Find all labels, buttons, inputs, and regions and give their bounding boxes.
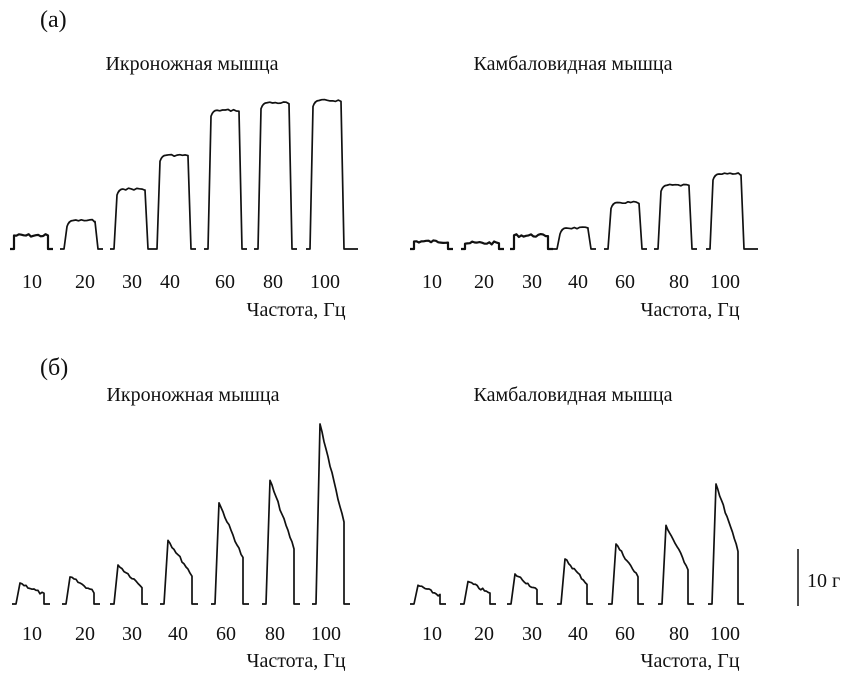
x-axis-label: Частота, Гц [246,650,345,672]
x-tick-label: 60 [215,271,235,293]
panel-title: Камбаловидная мышца [474,53,673,75]
x-tick-label: 20 [75,271,95,293]
panel-title: Камбаловидная мышца [474,384,673,406]
force-trace-20hz [62,576,100,605]
x-tick-label: 80 [669,271,689,293]
x-tick-label: 20 [474,623,494,645]
panels-group: (а) Икроножная мышца Частота, Гц 10 20 30 40 60… [10,7,758,672]
x-tick-label: 10 [422,623,442,645]
x-tick-label: 10 [22,623,42,645]
x-tick-label: 30 [522,623,542,645]
x-tick-label: 100 [310,271,340,293]
panel-title: Икроножная мышца [106,384,279,406]
force-trace-30hz [110,564,148,605]
x-tick-label: 30 [522,271,542,293]
force-trace-100hz [312,423,350,605]
x-tick-label: 60 [615,623,635,645]
force-trace-60hz [204,108,247,250]
chart-panel-3: (б) Икроножная мышца Частота, Гц 10 20 30 40 60… [12,355,350,672]
force-trace-40hz [160,539,198,605]
x-tick-label: 100 [710,623,740,645]
force-trace-80hz [262,479,300,605]
force-trace-100hz [708,483,744,605]
force-trace-60hz [608,543,644,605]
x-tick-label: 100 [710,271,740,293]
x-tick-label: 10 [22,271,42,293]
force-trace-10hz [12,582,50,605]
x-tick-label: 10 [422,271,442,293]
chart-panel-2: Камбаловидная мышца Частота, Гц 10 20 30 40 60… [410,53,758,321]
chart-panel-1: (а) Икроножная мышца Частота, Гц 10 20 30 40 60… [10,7,358,321]
force-trace-80hz [254,101,297,250]
force-trace-10hz [410,584,446,605]
scale-bar-label: 10 г [807,570,840,592]
chart-panel-4: Камбаловидная мышца Частота, Гц 10 20 30 40 60… [410,384,744,672]
x-tick-label: 60 [216,623,236,645]
x-axis-label: Частота, Гц [640,650,739,672]
force-trace-60hz [604,200,647,250]
force-trace-30hz [110,187,153,250]
panel-title: Икроножная мышца [105,53,278,75]
force-trace-20hz [461,240,504,251]
force-trace-20hz [60,218,103,250]
x-tick-label: 60 [615,271,635,293]
force-trace-30hz [510,233,553,251]
x-tick-label: 80 [265,623,285,645]
x-tick-label: 20 [75,623,95,645]
x-tick-label: 100 [311,623,341,645]
force-trace-20hz [460,580,496,605]
panel-label: (б) [40,355,68,381]
x-tick-label: 40 [168,623,188,645]
panel-label: (а) [40,7,67,33]
force-trace-40hz [557,558,593,605]
x-tick-label: 40 [568,623,588,645]
force-trace-80hz [658,524,694,605]
force-trace-100hz [706,172,758,250]
x-tick-label: 20 [474,271,494,293]
force-trace-10hz [10,233,53,251]
force-trace-40hz [553,226,596,250]
force-trace-10hz [410,239,453,251]
force-trace-30hz [507,573,543,605]
x-tick-label: 80 [669,623,689,645]
force-trace-80hz [654,183,697,250]
force-trace-60hz [211,501,249,605]
x-tick-label: 40 [160,271,180,293]
x-axis-label: Частота, Гц [640,299,739,321]
x-axis-label: Частота, Гц [246,299,345,321]
x-tick-label: 30 [122,623,142,645]
x-tick-label: 30 [122,271,142,293]
x-tick-label: 80 [263,271,283,293]
force-trace-40hz [153,153,196,250]
x-tick-label: 40 [568,271,588,293]
force-trace-100hz [306,98,358,250]
